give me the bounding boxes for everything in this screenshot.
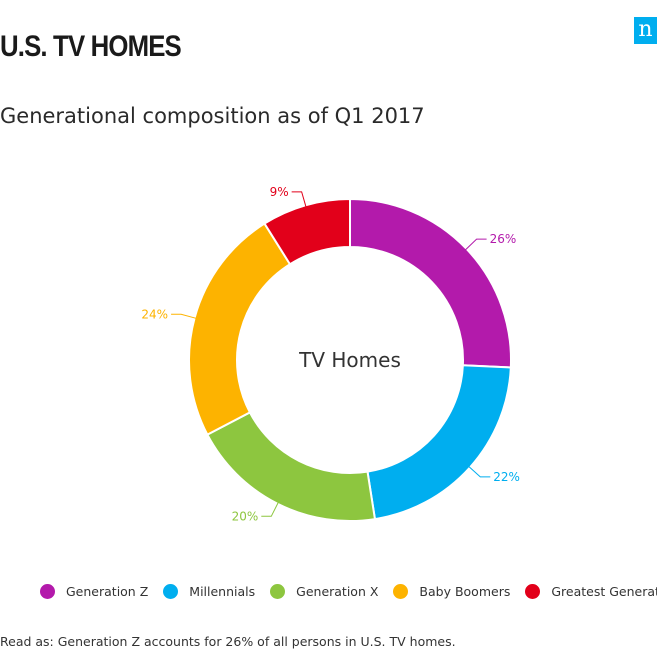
leader-line-baby-boomers — [171, 313, 197, 319]
data-label-generation-x: 20% — [232, 509, 259, 523]
legend-swatch — [393, 584, 409, 599]
chart-subtitle: Generational composition as of Q1 2017 — [0, 104, 425, 128]
slice-millennials — [366, 364, 512, 521]
leader-line-millennials — [468, 465, 491, 478]
slice-generation-z — [349, 197, 512, 369]
chart-legend: Generation Z Millennials Generation X Ba… — [40, 584, 657, 599]
leader-line-generation-x — [261, 501, 279, 517]
data-label-baby-boomers: 24% — [141, 307, 168, 321]
legend-label: Millennials — [189, 584, 256, 599]
legend-label: Generation Z — [66, 584, 149, 599]
legend-label: Baby Boomers — [419, 584, 511, 599]
data-label-greatest-generation: 9% — [270, 185, 289, 199]
legend-swatch — [163, 584, 179, 599]
legend-label: Greatest Generation — [551, 584, 657, 599]
legend-item-generation-z: Generation Z — [40, 584, 148, 599]
legend-item-baby-boomers: Baby Boomers — [393, 584, 510, 599]
legend-swatch — [40, 584, 55, 599]
slice-generation-x — [206, 411, 377, 522]
chart-title: U.S. TV HOMES — [0, 30, 182, 63]
legend-swatch — [525, 584, 541, 599]
leader-line-generation-z — [464, 238, 487, 251]
leader-line-greatest-generation — [291, 191, 307, 208]
legend-item-generation-x: Generation X — [270, 584, 378, 599]
center-label: TV Homes — [298, 348, 401, 372]
slice-baby-boomers — [188, 222, 292, 437]
legend-swatch — [270, 584, 286, 599]
legend-item-greatest-generation: Greatest Generation — [525, 584, 657, 599]
footnote: Read as: Generation Z accounts for 26% o… — [0, 634, 456, 649]
slice-greatest-generation — [263, 197, 351, 266]
data-label-generation-z: 26% — [490, 232, 517, 246]
legend-label: Generation X — [296, 584, 379, 599]
nielsen-logo: n — [634, 17, 657, 44]
donut-chart: 26% 22% 20% 24% 9% TV Homes — [141, 185, 520, 523]
data-label-millennials: 22% — [493, 470, 520, 484]
legend-item-millennials: Millennials — [163, 584, 255, 599]
